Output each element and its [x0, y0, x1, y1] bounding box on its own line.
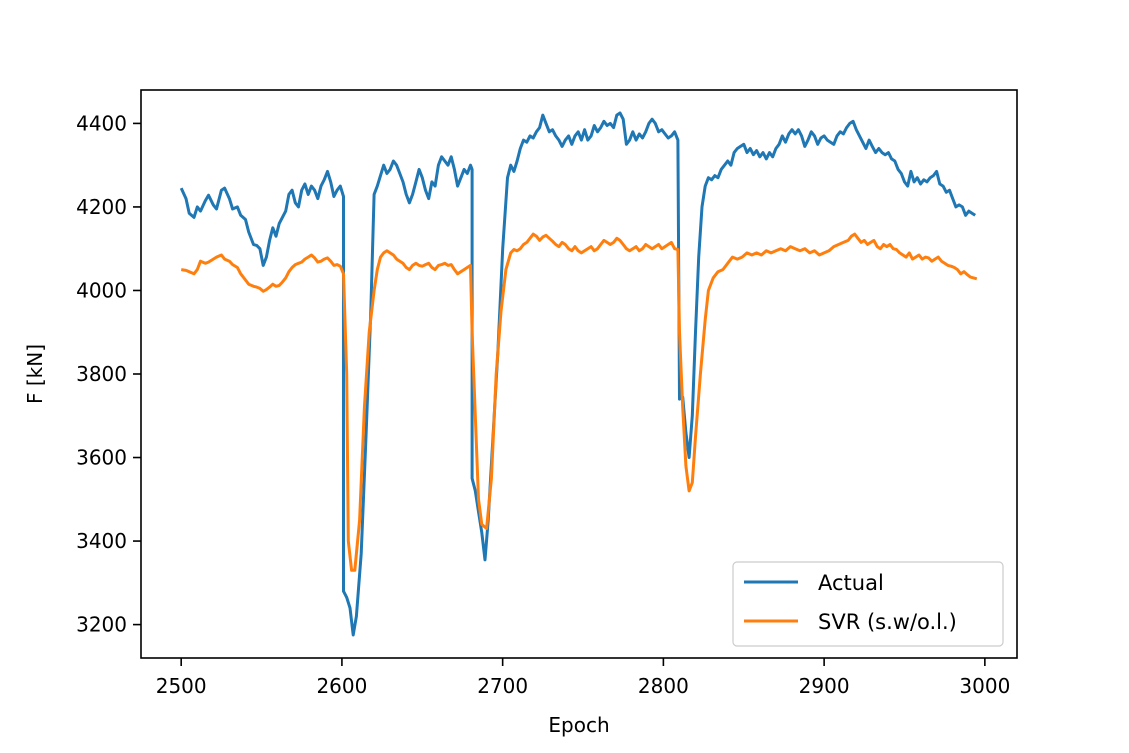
x-axis-label: Epoch [548, 713, 609, 737]
series-line-svr [180, 232, 978, 572]
y-tick-label: 3800 [76, 362, 127, 386]
x-tick-label: 2500 [156, 674, 207, 698]
y-tick-label: 4200 [76, 195, 127, 219]
legend: Actual SVR (s.w/o.l.) [732, 561, 1004, 647]
y-axis: 3200 3400 3600 3800 4000 4200 4400 [76, 111, 141, 637]
x-tick-label: 3000 [959, 674, 1010, 698]
legend-box [732, 561, 1004, 647]
y-tick-label: 3600 [76, 446, 127, 470]
y-tick-label: 4400 [76, 111, 127, 135]
series-line-actual [179, 111, 977, 637]
legend-label-actual: Actual [818, 571, 884, 595]
x-tick-label: 2900 [799, 674, 850, 698]
x-tick-label: 2800 [638, 674, 689, 698]
x-axis: 2500 2600 2700 2800 2900 3000 [156, 658, 1010, 698]
y-tick-label: 3400 [76, 529, 127, 553]
x-tick-label: 2700 [477, 674, 528, 698]
legend-label-svr: SVR (s.w/o.l.) [818, 610, 957, 634]
x-tick-label: 2600 [316, 674, 367, 698]
y-tick-label: 3200 [76, 613, 127, 637]
series-layer [179, 111, 978, 637]
y-tick-label: 4000 [76, 278, 127, 302]
y-axis-label: F [kN] [23, 344, 47, 404]
